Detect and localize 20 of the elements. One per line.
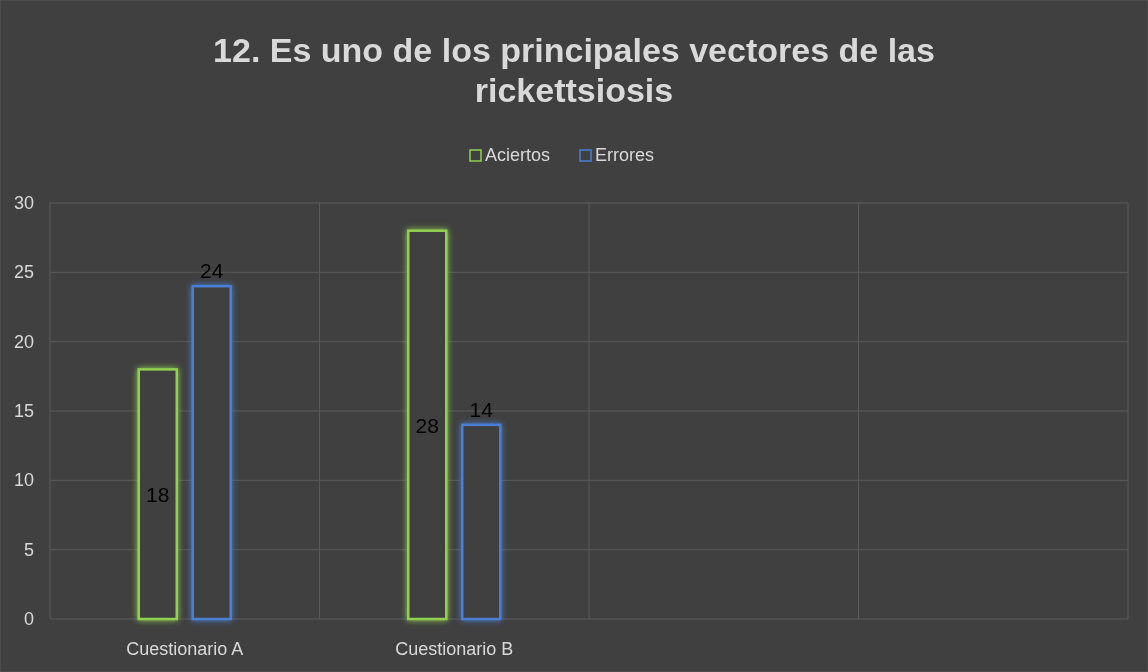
x-tick-label: Cuestionario A [126, 639, 244, 659]
bar [137, 368, 178, 621]
y-tick-label: 20 [13, 331, 34, 352]
bar [407, 229, 448, 621]
x-tick-label: Cuestionario B [395, 639, 514, 659]
bar [191, 284, 232, 621]
y-tick-label: 0 [23, 609, 34, 629]
legend-label: Errores [595, 145, 655, 165]
bar [461, 423, 502, 621]
y-tick-label: 10 [13, 470, 34, 491]
y-tick-label: 5 [23, 539, 34, 560]
data-label: 18 [146, 483, 170, 507]
data-label: 28 [415, 413, 439, 437]
chart-title: 12. Es uno de los principales vectores de las rickettsiosis [213, 31, 935, 109]
legend-label: Aciertos [485, 145, 551, 165]
data-label: 14 [469, 397, 494, 421]
y-tick-label: 30 [13, 193, 34, 213]
y-tick-label: 15 [13, 401, 34, 421]
data-label: 24 [200, 259, 224, 283]
y-tick-label: 25 [13, 262, 34, 283]
